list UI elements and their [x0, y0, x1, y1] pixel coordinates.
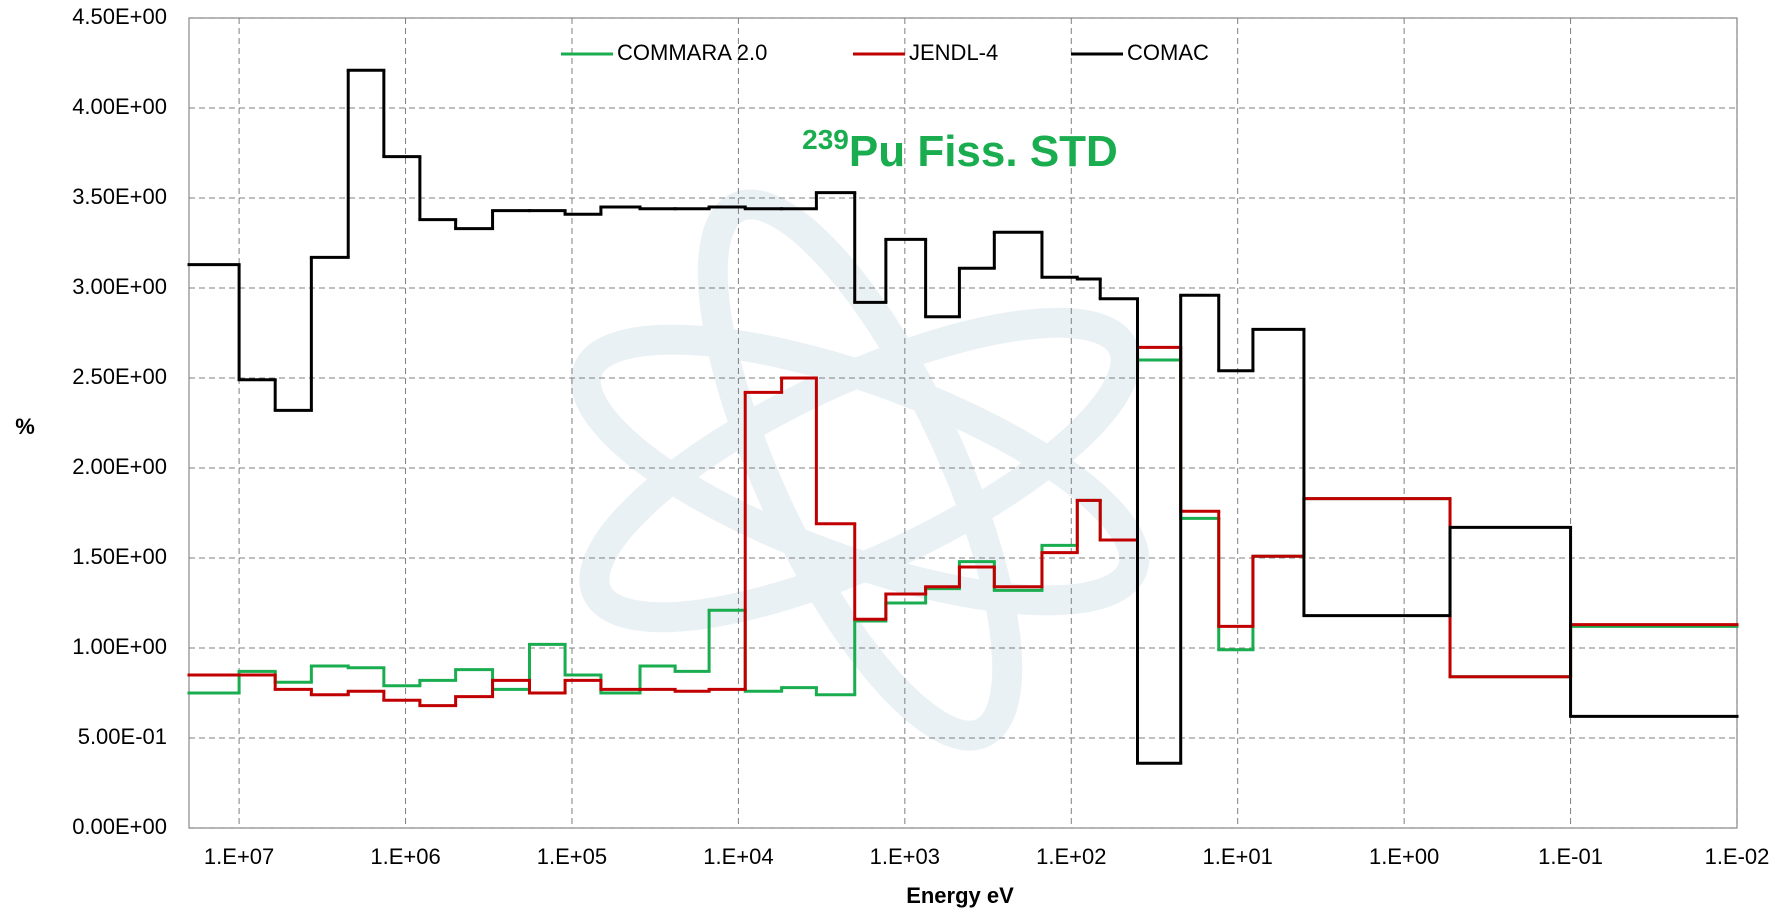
series — [187, 68, 1739, 765]
y-axis-label: % — [15, 414, 35, 439]
legend-label: JENDL-4 — [909, 40, 998, 65]
legend-label: COMMARA 2.0 — [617, 40, 767, 65]
x-tick-label: 1.E+04 — [703, 844, 773, 869]
y-tick-label: 2.00E+00 — [72, 454, 167, 479]
legend-label: COMAC — [1127, 40, 1209, 65]
x-tick-label: 1.E-01 — [1538, 844, 1603, 869]
y-tick-label: 0.00E+00 — [72, 814, 167, 839]
chart-title: 239Pu Fiss. STD — [802, 124, 1118, 175]
title-text: Pu Fiss. STD — [849, 127, 1118, 176]
x-tick-label: 1.E+06 — [370, 844, 440, 869]
y-tick-label: 5.00E-01 — [78, 724, 167, 749]
watermark-orbit — [579, 307, 1141, 633]
y-tick-label: 1.50E+00 — [72, 544, 167, 569]
watermark-orbit — [697, 189, 1023, 751]
x-tick-label: 1.E+07 — [204, 844, 274, 869]
x-axis-label: Energy eV — [906, 883, 1014, 908]
watermark — [570, 189, 1150, 751]
y-tick-label: 1.00E+00 — [72, 634, 167, 659]
y-tick-label: 4.00E+00 — [72, 94, 167, 119]
x-tick-label: 1.E+05 — [537, 844, 607, 869]
y-tick-label: 4.50E+00 — [72, 4, 167, 29]
y-tick-label: 3.50E+00 — [72, 184, 167, 209]
grid: 0.00E+00 5.00E-01 1.00E+00 1.50E+00 2.00E+00… — [72, 4, 1769, 869]
watermark-orbit — [570, 324, 1150, 616]
y-tick-label: 3.00E+00 — [72, 274, 167, 299]
x-tick-label: 1.E+01 — [1203, 844, 1273, 869]
x-tick-label: 1.E+03 — [870, 844, 940, 869]
title-superscript: 239 — [802, 124, 849, 155]
x-tick-label: 1.E+02 — [1036, 844, 1106, 869]
plot-area — [187, 68, 1739, 765]
y-tick-label: 2.50E+00 — [72, 364, 167, 389]
x-tick-label: 1.E+00 — [1369, 844, 1439, 869]
x-tick-label: 1.E-02 — [1705, 844, 1770, 869]
